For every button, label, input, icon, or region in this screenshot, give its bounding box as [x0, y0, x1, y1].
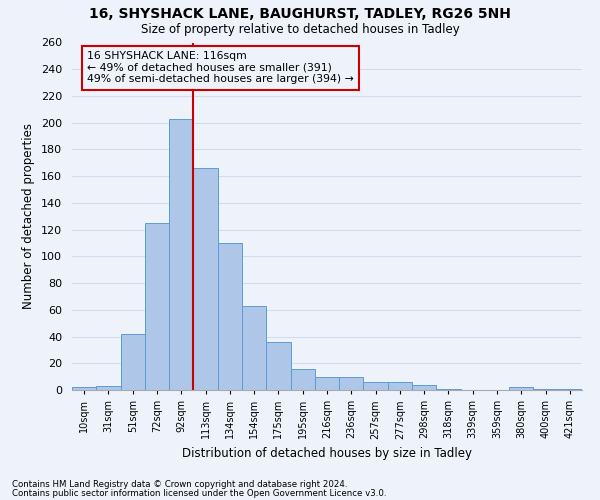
Text: 16, SHYSHACK LANE, BAUGHURST, TADLEY, RG26 5NH: 16, SHYSHACK LANE, BAUGHURST, TADLEY, RG… — [89, 8, 511, 22]
Text: Contains HM Land Registry data © Crown copyright and database right 2024.: Contains HM Land Registry data © Crown c… — [12, 480, 347, 489]
Text: Size of property relative to detached houses in Tadley: Size of property relative to detached ho… — [140, 22, 460, 36]
Bar — [193, 168, 218, 390]
Bar — [266, 342, 290, 390]
Bar — [412, 384, 436, 390]
Bar — [169, 118, 193, 390]
Bar — [242, 306, 266, 390]
Bar — [290, 368, 315, 390]
Text: 16 SHYSHACK LANE: 116sqm
← 49% of detached houses are smaller (391)
49% of semi-: 16 SHYSHACK LANE: 116sqm ← 49% of detach… — [88, 51, 354, 84]
Y-axis label: Number of detached properties: Number of detached properties — [22, 123, 35, 309]
Bar — [96, 386, 121, 390]
Bar — [533, 388, 558, 390]
X-axis label: Distribution of detached houses by size in Tadley: Distribution of detached houses by size … — [182, 447, 472, 460]
Bar — [509, 388, 533, 390]
Bar — [145, 223, 169, 390]
Bar — [72, 388, 96, 390]
Bar — [121, 334, 145, 390]
Bar — [558, 388, 582, 390]
Bar — [364, 382, 388, 390]
Bar — [436, 388, 461, 390]
Bar — [339, 376, 364, 390]
Bar — [315, 376, 339, 390]
Text: Contains public sector information licensed under the Open Government Licence v3: Contains public sector information licen… — [12, 489, 386, 498]
Bar — [218, 243, 242, 390]
Bar — [388, 382, 412, 390]
